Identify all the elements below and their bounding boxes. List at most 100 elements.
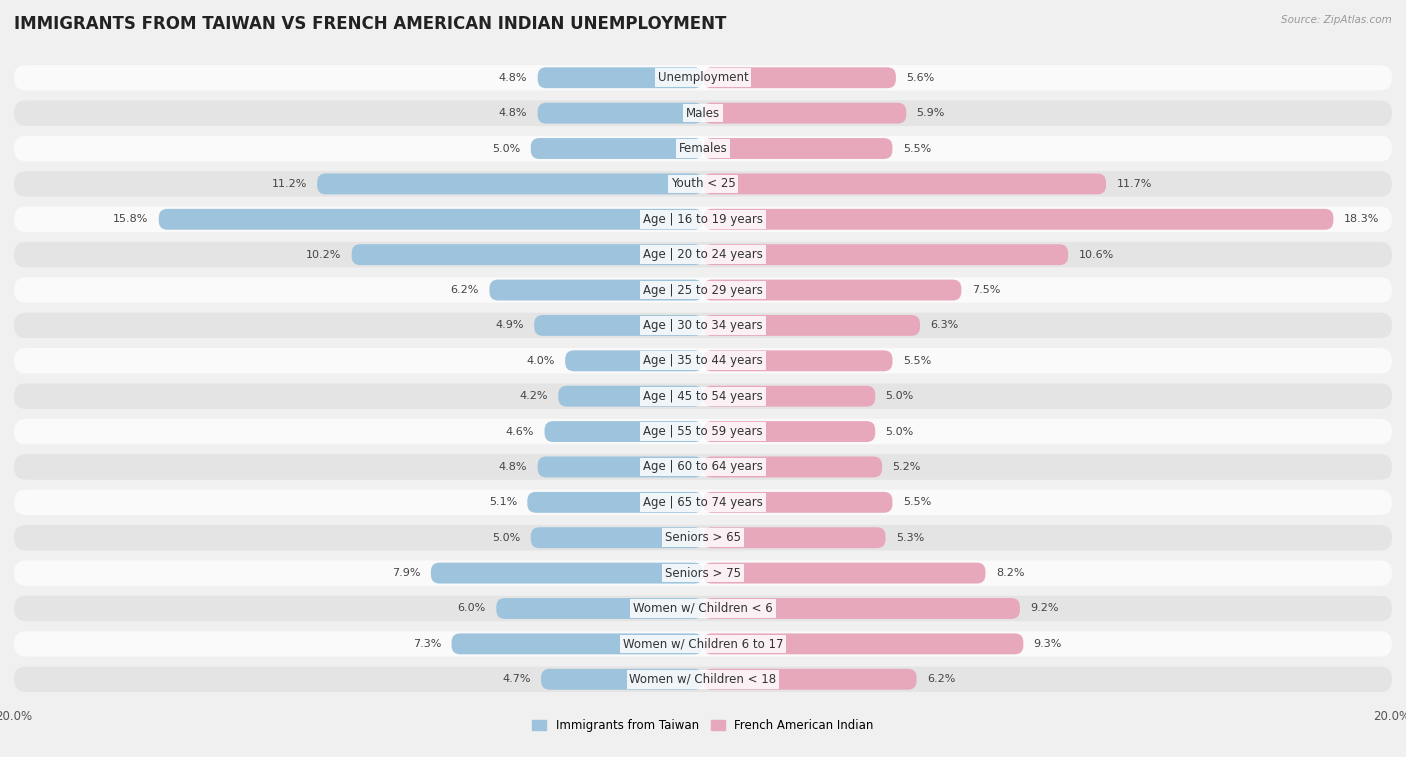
Text: 5.3%: 5.3% bbox=[896, 533, 924, 543]
Text: 18.3%: 18.3% bbox=[1344, 214, 1379, 224]
Text: 8.2%: 8.2% bbox=[995, 568, 1025, 578]
Text: IMMIGRANTS FROM TAIWAN VS FRENCH AMERICAN INDIAN UNEMPLOYMENT: IMMIGRANTS FROM TAIWAN VS FRENCH AMERICA… bbox=[14, 15, 727, 33]
Text: 4.8%: 4.8% bbox=[499, 108, 527, 118]
FancyBboxPatch shape bbox=[14, 277, 1392, 303]
FancyBboxPatch shape bbox=[352, 245, 703, 265]
Text: 10.6%: 10.6% bbox=[1078, 250, 1114, 260]
Text: Seniors > 65: Seniors > 65 bbox=[665, 531, 741, 544]
FancyBboxPatch shape bbox=[14, 419, 1392, 444]
FancyBboxPatch shape bbox=[14, 525, 1392, 550]
FancyBboxPatch shape bbox=[703, 103, 907, 123]
FancyBboxPatch shape bbox=[489, 279, 703, 301]
FancyBboxPatch shape bbox=[558, 386, 703, 407]
FancyBboxPatch shape bbox=[537, 456, 703, 478]
FancyBboxPatch shape bbox=[703, 456, 882, 478]
Text: 5.9%: 5.9% bbox=[917, 108, 945, 118]
FancyBboxPatch shape bbox=[451, 634, 703, 654]
Text: Age | 45 to 54 years: Age | 45 to 54 years bbox=[643, 390, 763, 403]
FancyBboxPatch shape bbox=[531, 138, 703, 159]
Text: 4.7%: 4.7% bbox=[502, 674, 531, 684]
Text: 9.2%: 9.2% bbox=[1031, 603, 1059, 613]
FancyBboxPatch shape bbox=[703, 562, 986, 584]
Text: 6.2%: 6.2% bbox=[927, 674, 955, 684]
Text: 15.8%: 15.8% bbox=[112, 214, 149, 224]
FancyBboxPatch shape bbox=[703, 315, 920, 336]
Text: Age | 55 to 59 years: Age | 55 to 59 years bbox=[643, 425, 763, 438]
FancyBboxPatch shape bbox=[14, 242, 1392, 267]
Text: 11.2%: 11.2% bbox=[271, 179, 307, 189]
Text: 4.6%: 4.6% bbox=[506, 427, 534, 437]
Text: 4.0%: 4.0% bbox=[526, 356, 555, 366]
Text: Age | 30 to 34 years: Age | 30 to 34 years bbox=[643, 319, 763, 332]
Legend: Immigrants from Taiwan, French American Indian: Immigrants from Taiwan, French American … bbox=[527, 715, 879, 737]
Text: 7.9%: 7.9% bbox=[392, 568, 420, 578]
FancyBboxPatch shape bbox=[14, 384, 1392, 409]
Text: 5.0%: 5.0% bbox=[886, 391, 914, 401]
Text: Youth < 25: Youth < 25 bbox=[671, 177, 735, 191]
Text: Age | 16 to 19 years: Age | 16 to 19 years bbox=[643, 213, 763, 226]
Text: Males: Males bbox=[686, 107, 720, 120]
FancyBboxPatch shape bbox=[703, 67, 896, 89]
FancyBboxPatch shape bbox=[318, 173, 703, 195]
FancyBboxPatch shape bbox=[14, 560, 1392, 586]
Text: 7.3%: 7.3% bbox=[413, 639, 441, 649]
FancyBboxPatch shape bbox=[14, 454, 1392, 480]
FancyBboxPatch shape bbox=[14, 631, 1392, 656]
FancyBboxPatch shape bbox=[14, 596, 1392, 621]
FancyBboxPatch shape bbox=[14, 666, 1392, 692]
FancyBboxPatch shape bbox=[703, 634, 1024, 654]
Text: 7.5%: 7.5% bbox=[972, 285, 1000, 295]
FancyBboxPatch shape bbox=[544, 421, 703, 442]
Text: 9.3%: 9.3% bbox=[1033, 639, 1062, 649]
Text: 6.3%: 6.3% bbox=[931, 320, 959, 330]
FancyBboxPatch shape bbox=[565, 350, 703, 371]
FancyBboxPatch shape bbox=[14, 348, 1392, 373]
FancyBboxPatch shape bbox=[703, 598, 1019, 619]
FancyBboxPatch shape bbox=[703, 350, 893, 371]
FancyBboxPatch shape bbox=[537, 67, 703, 89]
FancyBboxPatch shape bbox=[534, 315, 703, 336]
FancyBboxPatch shape bbox=[703, 528, 886, 548]
Text: Women w/ Children < 6: Women w/ Children < 6 bbox=[633, 602, 773, 615]
Text: Age | 25 to 29 years: Age | 25 to 29 years bbox=[643, 284, 763, 297]
Text: Seniors > 75: Seniors > 75 bbox=[665, 566, 741, 580]
Text: Age | 35 to 44 years: Age | 35 to 44 years bbox=[643, 354, 763, 367]
Text: 4.8%: 4.8% bbox=[499, 462, 527, 472]
Text: 5.5%: 5.5% bbox=[903, 356, 931, 366]
Text: 5.0%: 5.0% bbox=[492, 144, 520, 154]
Text: Source: ZipAtlas.com: Source: ZipAtlas.com bbox=[1281, 15, 1392, 25]
Text: 5.0%: 5.0% bbox=[886, 427, 914, 437]
FancyBboxPatch shape bbox=[537, 103, 703, 123]
Text: 10.2%: 10.2% bbox=[307, 250, 342, 260]
FancyBboxPatch shape bbox=[14, 207, 1392, 232]
FancyBboxPatch shape bbox=[430, 562, 703, 584]
Text: Age | 60 to 64 years: Age | 60 to 64 years bbox=[643, 460, 763, 473]
Text: 4.8%: 4.8% bbox=[499, 73, 527, 83]
FancyBboxPatch shape bbox=[703, 209, 1333, 229]
Text: 6.0%: 6.0% bbox=[458, 603, 486, 613]
FancyBboxPatch shape bbox=[703, 279, 962, 301]
Text: 4.2%: 4.2% bbox=[519, 391, 548, 401]
FancyBboxPatch shape bbox=[703, 386, 875, 407]
Text: Women w/ Children 6 to 17: Women w/ Children 6 to 17 bbox=[623, 637, 783, 650]
Text: Age | 65 to 74 years: Age | 65 to 74 years bbox=[643, 496, 763, 509]
FancyBboxPatch shape bbox=[14, 101, 1392, 126]
FancyBboxPatch shape bbox=[703, 421, 875, 442]
FancyBboxPatch shape bbox=[14, 313, 1392, 338]
FancyBboxPatch shape bbox=[703, 173, 1107, 195]
Text: 11.7%: 11.7% bbox=[1116, 179, 1152, 189]
Text: 4.9%: 4.9% bbox=[495, 320, 524, 330]
Text: 6.2%: 6.2% bbox=[451, 285, 479, 295]
Text: Unemployment: Unemployment bbox=[658, 71, 748, 84]
Text: 5.5%: 5.5% bbox=[903, 144, 931, 154]
Text: 5.6%: 5.6% bbox=[907, 73, 935, 83]
FancyBboxPatch shape bbox=[14, 65, 1392, 91]
Text: Age | 20 to 24 years: Age | 20 to 24 years bbox=[643, 248, 763, 261]
FancyBboxPatch shape bbox=[703, 245, 1069, 265]
FancyBboxPatch shape bbox=[14, 490, 1392, 515]
Text: 5.0%: 5.0% bbox=[492, 533, 520, 543]
FancyBboxPatch shape bbox=[14, 136, 1392, 161]
FancyBboxPatch shape bbox=[531, 528, 703, 548]
FancyBboxPatch shape bbox=[159, 209, 703, 229]
FancyBboxPatch shape bbox=[703, 138, 893, 159]
